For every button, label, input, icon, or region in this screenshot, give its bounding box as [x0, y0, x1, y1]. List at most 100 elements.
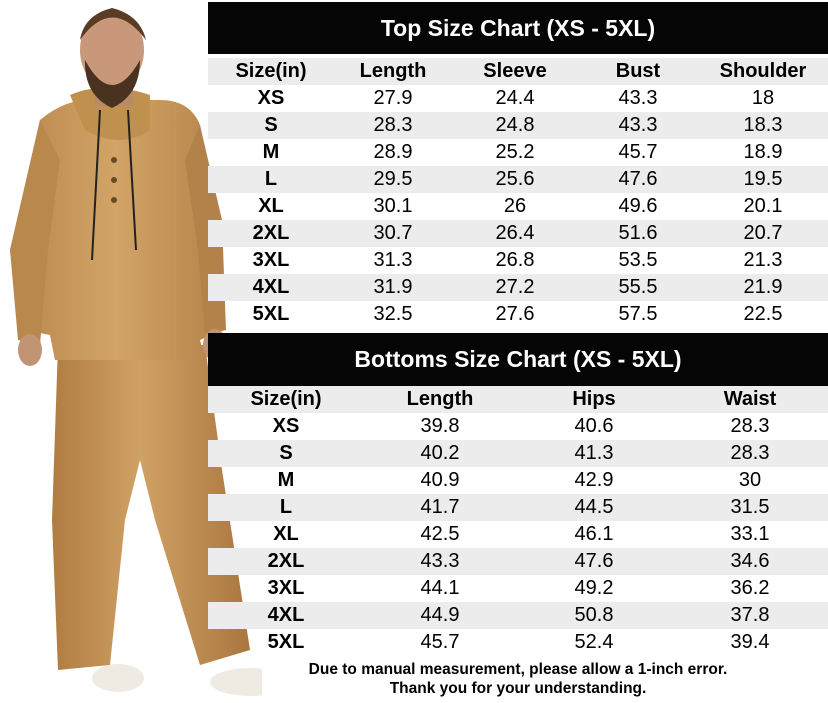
measurement-cell: 28.9: [373, 141, 413, 163]
measurement-cell: 43.3: [578, 112, 698, 139]
measurement-cell: 20.7: [698, 220, 828, 247]
size-label: 4XL: [208, 274, 334, 301]
measurement-cell: 21.3: [743, 249, 783, 271]
table-row: S 28.3 24.8 43.3 18.3: [208, 112, 828, 139]
measurement-cell: 34.6: [672, 548, 828, 575]
measurement-cell: 49.6: [618, 195, 658, 217]
measurement-cell: 42.9: [574, 469, 614, 491]
measurement-cell: 26.4: [452, 220, 578, 247]
size-label: M: [277, 469, 295, 491]
measurement-cell: 25.2: [495, 141, 535, 163]
measurement-cell: 25.6: [452, 166, 578, 193]
measurement-cell: 24.8: [452, 112, 578, 139]
measurement-cell: 50.8: [516, 602, 672, 629]
bottom-size-table: Size(in) Length Hips Waist XS 39.8 40.6 28.…: [208, 386, 828, 656]
measurement-cell: 18.9: [743, 141, 783, 163]
table-row: 3XL 31.3 26.8 53.5 21.3: [208, 247, 828, 274]
measurement-cell: 18: [751, 87, 775, 109]
measurement-cell: 44.5: [516, 494, 672, 521]
measurement-cell: 46.1: [574, 523, 614, 545]
measurement-cell: 37.8: [672, 602, 828, 629]
table-row: 3XL 44.1 49.2 36.2: [208, 575, 828, 602]
measurement-cell: 20.1: [743, 195, 783, 217]
table-row: XL 42.5 46.1 33.1: [208, 521, 828, 548]
measurement-cell: 27.2: [452, 274, 578, 301]
column-header: Hips: [516, 386, 672, 413]
model-photo: [10, 8, 262, 696]
table-row: L 41.7 44.5 31.5: [208, 494, 828, 521]
column-header: Length: [364, 386, 516, 413]
measurement-cell: 32.5: [373, 303, 413, 325]
measurement-cell: 49.2: [574, 577, 614, 599]
size-label: 5XL: [267, 631, 305, 653]
measurement-cell: 45.7: [420, 631, 460, 653]
size-label: L: [208, 494, 364, 521]
right-shoe: [210, 668, 262, 696]
table-header-row: Size(in) Length Hips Waist: [208, 386, 828, 413]
table-row: 4XL 44.9 50.8 37.8: [208, 602, 828, 629]
column-header: Size(in): [208, 386, 364, 413]
size-label: XL: [258, 195, 284, 217]
table-row: M 28.9 25.2 45.7 18.9: [208, 139, 828, 166]
left-shoe: [92, 664, 144, 692]
table-row: 5XL 45.7 52.4 39.4: [208, 629, 828, 656]
measurement-cell: 44.1: [420, 577, 460, 599]
table-row: XL 30.1 26 49.6 20.1: [208, 193, 828, 220]
size-label: XS: [272, 415, 300, 437]
size-charts: Top Size Chart (XS - 5XL) Size(in) Lengt…: [208, 0, 828, 703]
size-label: 4XL: [208, 602, 364, 629]
measurement-cell: 40.9: [420, 469, 460, 491]
size-label: 2XL: [208, 548, 364, 575]
measurement-cell: 45.7: [618, 141, 658, 163]
column-header: Bust: [578, 58, 698, 85]
table-row: 2XL 43.3 47.6 34.6: [208, 548, 828, 575]
table-row: M 40.9 42.9 30: [208, 467, 828, 494]
measurement-cell: 31.9: [334, 274, 452, 301]
bottom-chart-title: Bottoms Size Chart (XS - 5XL): [208, 333, 828, 386]
measurement-cell: 40.2: [364, 440, 516, 467]
size-label: L: [208, 166, 334, 193]
measurement-cell: 55.5: [578, 274, 698, 301]
measurement-note: Due to manual measurement, please allow …: [208, 660, 828, 698]
column-header: Waist: [672, 386, 828, 413]
size-label: S: [208, 112, 334, 139]
measurement-cell: 29.5: [334, 166, 452, 193]
note-line: Due to manual measurement, please allow …: [308, 661, 728, 678]
measurement-cell: 42.5: [420, 523, 460, 545]
measurement-cell: 24.4: [495, 87, 535, 109]
measurement-cell: 30.1: [373, 195, 413, 217]
size-label: S: [208, 440, 364, 467]
measurement-cell: 18.3: [698, 112, 828, 139]
measurement-cell: 36.2: [730, 577, 770, 599]
top-chart-title: Top Size Chart (XS - 5XL): [208, 2, 828, 54]
measurement-cell: 41.7: [364, 494, 516, 521]
pants-shape: [52, 345, 250, 670]
measurement-cell: 28.3: [672, 440, 828, 467]
table-row: XS 39.8 40.6 28.3: [208, 413, 828, 440]
measurement-cell: 47.6: [516, 548, 672, 575]
measurement-cell: 28.3: [334, 112, 452, 139]
measurement-cell: 52.4: [574, 631, 614, 653]
table-row: L 29.5 25.6 47.6 19.5: [208, 166, 828, 193]
measurement-cell: 39.4: [730, 631, 770, 653]
measurement-cell: 31.5: [672, 494, 828, 521]
measurement-cell: 21.9: [698, 274, 828, 301]
measurement-cell: 30: [738, 469, 762, 491]
measurement-cell: 40.6: [574, 415, 614, 437]
size-label: 5XL: [252, 303, 290, 325]
measurement-cell: 30.7: [334, 220, 452, 247]
measurement-cell: 53.5: [618, 249, 658, 271]
top-size-table: Size(in) Length Sleeve Bust Shoulder XS 2…: [208, 58, 828, 328]
measurement-cell: 44.9: [364, 602, 516, 629]
size-label: 3XL: [252, 249, 290, 271]
column-header: Shoulder: [698, 58, 828, 85]
size-label: 3XL: [267, 577, 305, 599]
measurement-cell: 27.6: [495, 303, 535, 325]
size-label: 2XL: [208, 220, 334, 247]
measurement-cell: 28.3: [730, 415, 770, 437]
column-header: Size(in): [208, 58, 334, 85]
measurement-cell: 39.8: [420, 415, 460, 437]
size-label: XL: [273, 523, 299, 545]
measurement-cell: 26: [503, 195, 527, 217]
head-shape: [80, 10, 144, 90]
